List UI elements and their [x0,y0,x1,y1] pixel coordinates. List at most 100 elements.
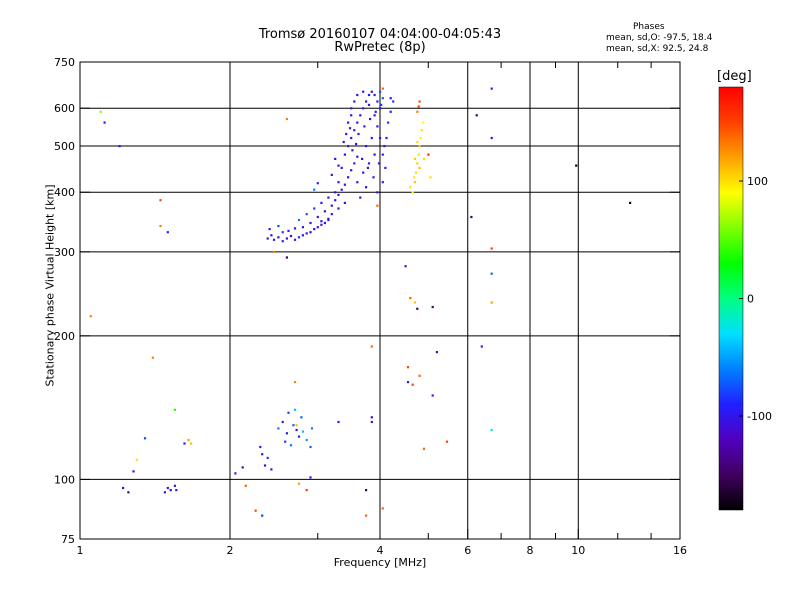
data-point [367,93,371,97]
x-axis-label: Frequency [MHz] [333,556,427,569]
data-point [414,171,417,174]
data-point [281,420,284,424]
data-point [301,234,304,237]
data-point [370,136,373,140]
data-point [417,105,420,108]
data-point [316,215,319,219]
data-point [416,110,419,113]
data-point [376,191,379,194]
data-point [350,169,353,172]
data-point [384,166,387,169]
phases-o-stats: mean, sd,O: -97.5, 18.4 [606,33,713,43]
data-point [268,228,271,231]
data-point [292,424,295,427]
data-point [127,491,130,494]
data-point [330,213,333,216]
data-point [297,435,301,438]
data-point [422,447,426,450]
data-point [357,132,360,136]
data-point [293,408,297,411]
data-point [381,153,384,156]
data-point [362,171,365,174]
data-point [411,191,414,194]
data-point [381,87,384,90]
data-point [175,489,178,492]
data-point [490,247,493,250]
y-tick-label: 300 [54,246,75,259]
data-point [342,140,345,144]
data-point [285,237,288,240]
data-point [287,411,290,414]
data-point [297,218,301,222]
data-point [313,228,316,231]
data-point [285,256,288,259]
data-point [266,237,269,240]
data-point [376,125,379,128]
data-point [418,374,421,377]
data-point [370,416,373,419]
data-point [266,456,269,459]
data-point [490,87,493,90]
data-point [431,394,434,397]
data-point [420,129,423,132]
data-point [380,103,383,106]
data-point [151,356,154,359]
data-point [316,182,319,185]
data-point [350,114,353,117]
y-tick-label: 750 [54,56,75,69]
data-point [392,100,395,103]
data-point [281,240,284,243]
data-point [337,164,340,167]
data-point [418,100,421,103]
data-point [159,224,162,228]
data-point [293,381,297,384]
data-point [417,153,420,156]
data-point [379,107,382,110]
x-tick-label: 6 [464,544,471,557]
data-point [263,464,267,467]
data-point [309,231,312,234]
data-point [365,514,368,517]
x-tick-label: 4 [377,544,384,557]
data-point [365,100,368,103]
data-point [353,129,356,132]
data-point [259,445,262,449]
data-point [413,176,416,179]
data-point [347,176,350,179]
data-point [305,232,308,235]
data-point [381,507,384,510]
data-point [427,153,430,156]
data-point [99,110,102,113]
data-point [103,121,106,124]
data-point [445,440,449,443]
data-point [340,166,343,169]
data-point [373,93,376,97]
data-point [406,381,410,384]
data-point [340,188,343,191]
chart-subtitle: RwPretec (8p) [334,40,426,55]
data-point [343,201,346,204]
data-point [309,221,312,225]
data-point [190,442,193,445]
data-point [411,383,414,386]
data-point [419,136,422,140]
data-point [435,351,438,354]
data-point [295,428,298,432]
data-point [409,297,412,300]
x-tick-label: 10 [571,544,585,557]
data-point [381,97,384,100]
colorbar-tick-label: 0 [747,293,754,306]
data-point [629,201,632,204]
data-point [416,162,419,165]
data-point [367,162,371,165]
data-point [135,458,138,461]
data-point [285,432,288,435]
data-point [244,484,247,487]
data-point [343,183,346,186]
data-point [345,132,348,136]
data-point [429,176,432,179]
data-point [234,472,237,475]
data-point [406,366,410,369]
data-point [370,345,373,348]
data-point [365,489,368,492]
